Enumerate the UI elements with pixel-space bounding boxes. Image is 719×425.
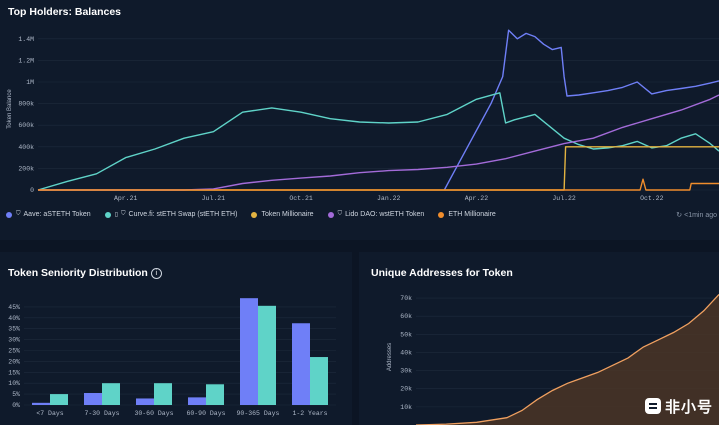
timestamp-text: <1min ago: [684, 212, 717, 219]
bar: [84, 393, 102, 405]
y-tick-label: 70k: [400, 295, 412, 302]
y-tick-label: 40%: [8, 315, 20, 322]
bar: [292, 323, 310, 405]
legend-dot: [6, 211, 12, 218]
watermark-logo-icon: [644, 398, 661, 414]
bar: [240, 298, 258, 405]
legend-label: Lido DAO: wstETH Token: [345, 211, 425, 218]
y-tick-label: 600k: [18, 122, 34, 129]
legend-dot: [438, 211, 445, 218]
y-axis-label: Addresses: [387, 343, 393, 371]
series-line: [38, 178, 719, 191]
x-tick-label: Jan.22: [377, 195, 401, 202]
x-tick-label: 90-365 Days: [237, 410, 280, 417]
y-tick-label: 5%: [12, 391, 20, 398]
top-holders-title: Top Holders: Balances: [8, 6, 121, 18]
bar: [50, 394, 68, 405]
shield-icon: ⛉: [121, 211, 126, 217]
x-tick-label: 7-30 Days: [84, 410, 119, 417]
y-tick-label: 200k: [18, 165, 34, 172]
y-tick-label: 1M: [26, 79, 34, 86]
legend-dot: [251, 211, 258, 218]
legend-dot: [327, 211, 334, 218]
y-tick-label: 35%: [8, 326, 20, 333]
area-line: [415, 293, 719, 425]
legend-item-token-millionaire[interactable]: Token Millionaire: [251, 211, 314, 218]
y-tick-label: 30k: [400, 368, 412, 375]
y-tick-label: 60k: [400, 313, 412, 320]
bar: [154, 383, 172, 405]
y-tick-label: 10k: [400, 404, 412, 411]
y-tick-label: 45%: [8, 304, 20, 311]
legend-label: ETH Millionaire: [448, 211, 496, 218]
document-icon: ▯: [114, 212, 119, 218]
bar: [206, 384, 224, 405]
y-tick-label: 0: [30, 187, 34, 194]
bar: [136, 398, 154, 405]
watermark: 非小号: [644, 396, 713, 417]
series-line: [443, 29, 719, 191]
watermark-text: 非小号: [664, 399, 713, 416]
y-tick-label: 30%: [8, 337, 20, 344]
legend-dot: [104, 211, 111, 218]
legend-item-eth-millionaire[interactable]: ETH Millionaire: [438, 211, 496, 218]
bar: [258, 305, 276, 405]
y-tick-label: 40k: [400, 349, 412, 356]
bar: [32, 402, 50, 405]
y-tick-label: 50k: [400, 331, 412, 338]
x-tick-label: Oct.22: [640, 195, 664, 202]
legend-label: Curve.fi: stETH Swap (stETH ETH): [128, 211, 238, 218]
legend-item-aave[interactable]: ⛉ Aave: aSTETH Token: [6, 211, 91, 218]
seniority-title-text: Token Seniority Distribution: [8, 267, 148, 279]
x-tick-label: <7 Days: [36, 410, 63, 417]
y-tick-label: 800k: [18, 101, 34, 108]
shield-icon: ⛉: [16, 211, 21, 217]
top-holders-panel: [0, 0, 719, 240]
x-tick-label: Apr.21: [114, 195, 138, 202]
seniority-title: Token Seniority Distribution i: [8, 267, 162, 279]
x-tick-label: Oct.21: [289, 195, 313, 202]
y-tick-label: 400k: [18, 144, 34, 151]
unique-addresses-title: Unique Addresses for Token: [371, 267, 513, 279]
bar: [310, 357, 328, 405]
info-icon[interactable]: i: [150, 268, 162, 279]
shield-icon: ⛉: [337, 211, 343, 217]
y-tick-label: 25%: [8, 348, 20, 355]
x-tick-label: Jul.22: [552, 195, 576, 202]
x-tick-label: 60-90 Days: [186, 410, 225, 417]
legend-label: Token Millionaire: [261, 211, 314, 218]
bar: [188, 397, 206, 405]
series-line: [38, 94, 719, 191]
y-tick-label: 10%: [8, 380, 20, 387]
y-tick-label: 20k: [400, 386, 412, 393]
area-fill: [416, 294, 719, 425]
legend: ⛉ Aave: aSTETH Token ▯ ⛉ Curve.fi: stETH Sw…: [6, 211, 510, 218]
y-axis-label: Token Balance: [7, 89, 13, 129]
clock-icon: ↻: [676, 212, 685, 219]
y-tick-label: 1.2M: [18, 57, 34, 64]
series-line: [37, 92, 719, 191]
legend-label: Aave: aSTETH Token: [23, 211, 91, 218]
y-tick-label: 20%: [8, 358, 20, 365]
x-tick-label: Apr.22: [465, 195, 489, 202]
legend-item-lido[interactable]: ⛉ Lido DAO: wstETH Token: [327, 211, 425, 218]
refresh-timestamp: ↻ <1min ago: [676, 211, 717, 219]
x-tick-label: Jul.21: [202, 195, 226, 202]
y-tick-label: 1.4M: [18, 36, 34, 43]
legend-item-curve[interactable]: ▯ ⛉ Curve.fi: stETH Swap (stETH ETH): [104, 211, 238, 218]
y-tick-label: 15%: [8, 369, 20, 376]
bar: [102, 383, 120, 405]
x-tick-label: 1-2 Years: [292, 410, 327, 417]
x-tick-label: 30-60 Days: [134, 410, 173, 417]
y-tick-label: 0%: [12, 402, 20, 409]
